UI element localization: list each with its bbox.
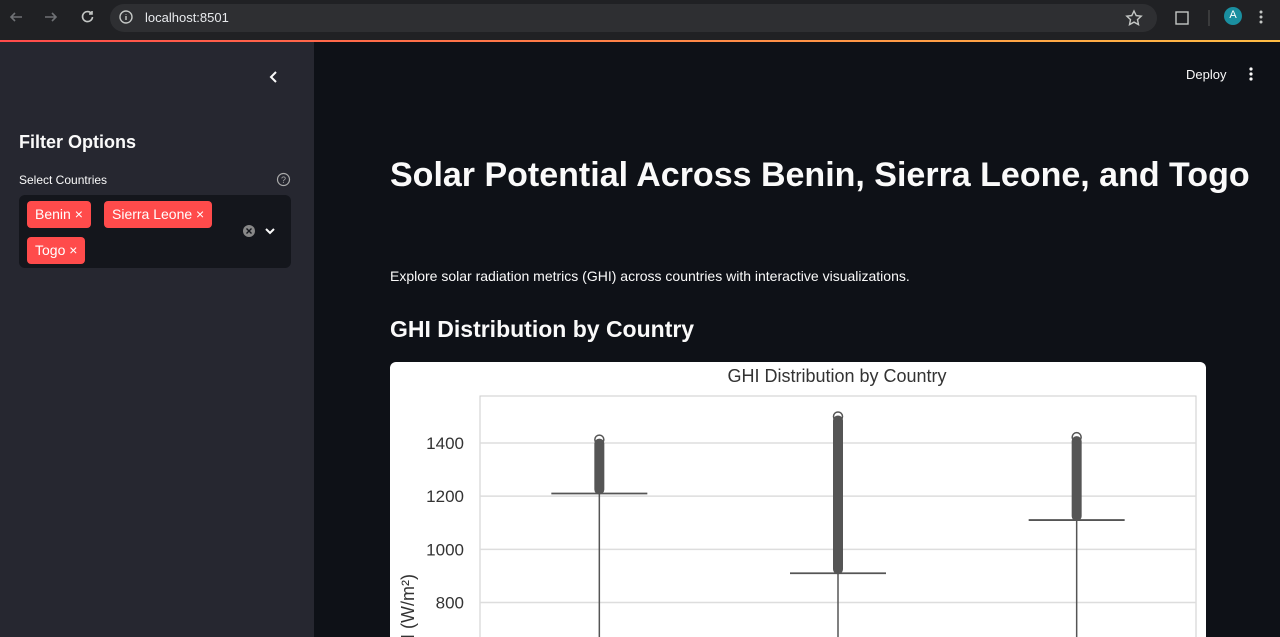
profile[interactable]: A (1229, 9, 1237, 21)
select-controls[interactable] (241, 223, 281, 239)
sidebar: Filter Options Select Countries ? Benin … (0, 42, 314, 637)
plot-area (479, 395, 1197, 637)
deploy-button[interactable]: Deploy (1186, 67, 1227, 82)
toolbar-icons (1125, 7, 1242, 26)
chart-card (390, 362, 1206, 637)
app-menu[interactable] (1248, 66, 1254, 82)
browser-bar: localhost:8501 A (0, 0, 1280, 40)
outlier-max (832, 411, 844, 422)
info-icon (119, 10, 133, 24)
chip[interactable]: Sierra Leone × (104, 201, 213, 228)
select-label: Select Countries (19, 173, 108, 187)
description: Explore solar radiation metrics (GHI) ac… (390, 268, 910, 284)
page-title: Solar Potential Across Benin, Sierra Leo… (390, 156, 1250, 194)
y-axis-label: GHI (W/m²) (398, 574, 418, 637)
outlier-max (1071, 431, 1082, 443)
multiselect[interactable]: Benin × Sierra Leone × Togo × (19, 195, 291, 268)
y-tick-label: 800 (436, 593, 464, 612)
outlier-max (594, 434, 605, 445)
chip[interactable]: Benin × (27, 201, 91, 228)
menu-icon[interactable] (1258, 9, 1264, 27)
chip[interactable]: Togo × (27, 237, 86, 264)
y-tick-label: 1000 (426, 540, 464, 559)
address-bar[interactable] (110, 4, 1157, 32)
y-tick-label: 1200 (426, 487, 464, 506)
chip-label: Benin (35, 206, 71, 222)
url: localhost:8501 (145, 10, 229, 25)
chart: GHI Distribution by Country GHI (W/m²) 8… (390, 362, 1206, 637)
chip-label: Sierra Leone (112, 206, 193, 222)
nav-icons (9, 10, 94, 23)
section-title: GHI Distribution by Country (390, 316, 695, 342)
top-decoration (0, 40, 1280, 42)
y-tick-label: 1400 (426, 434, 464, 453)
chip-label: Togo (35, 242, 66, 258)
chart-title: GHI Distribution by Country (727, 366, 946, 386)
sidebar-title: Filter Options (19, 132, 136, 152)
help-icon[interactable]: ? (276, 172, 291, 187)
collapse-button[interactable] (266, 70, 280, 84)
svg-text:?: ? (281, 175, 286, 185)
